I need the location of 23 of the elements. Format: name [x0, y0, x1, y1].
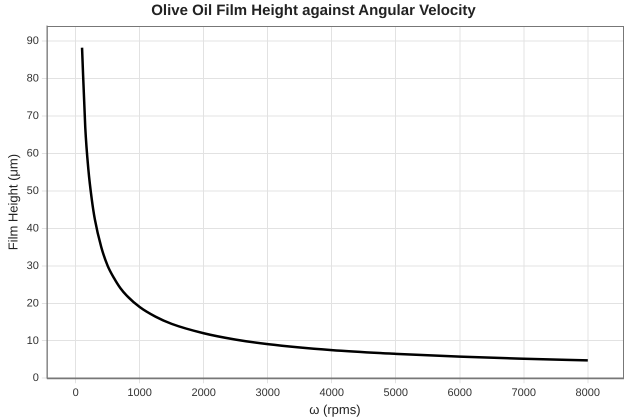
x-axis-title: ω (rpms) [309, 402, 361, 417]
x-tick-label: 7000 [512, 386, 536, 399]
x-tick-label: 2000 [191, 386, 216, 399]
y-tick-label: 70 [26, 110, 39, 122]
y-tick-label: 0 [32, 372, 39, 384]
y-tick-label: 20 [26, 297, 39, 310]
x-tick-label: 1000 [127, 386, 152, 399]
y-tick-label: 10 [26, 334, 39, 347]
line-series [80, 46, 590, 362]
x-tick-label: 5000 [383, 386, 408, 399]
y-tick-label: 60 [26, 147, 39, 160]
y-tick-label: 80 [26, 72, 39, 84]
y-axis-title: Film Height (μm) [5, 154, 20, 250]
y-tick-label: 90 [26, 35, 39, 48]
x-tick-label: 0 [72, 386, 79, 399]
y-tick-label: 40 [26, 222, 39, 234]
y-tick-label: 30 [26, 260, 39, 272]
x-tick-label: 3000 [255, 386, 280, 399]
y-tick-label: 50 [26, 184, 39, 197]
x-tick-label: 6000 [448, 386, 472, 399]
x-tick-label: 4000 [319, 386, 344, 399]
x-tick-label: 8000 [576, 386, 600, 399]
chart-title: Olive Oil Film Height against Angular Velocity [151, 2, 476, 20]
